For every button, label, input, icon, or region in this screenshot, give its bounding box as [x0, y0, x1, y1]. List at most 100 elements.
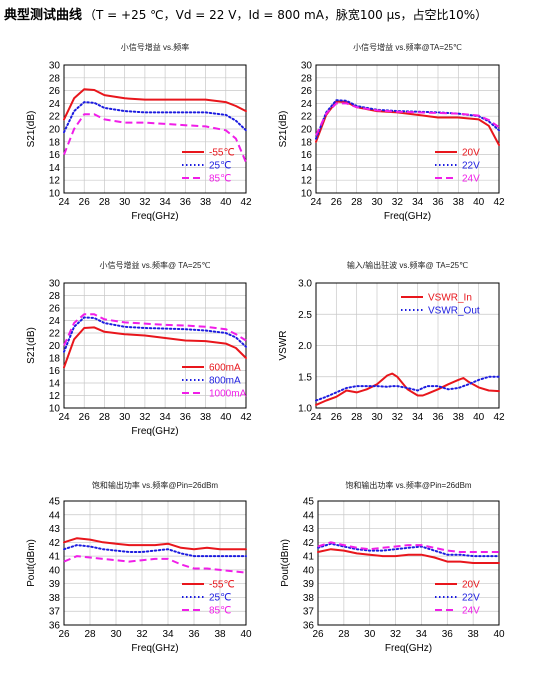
series-line: [315, 100, 500, 146]
legend-label: -55℃: [209, 580, 235, 591]
chart-small-signal-gain-vs-voltage: 小信号增益 vs.频率@TA=25℃ 24 26 28 30 32 34 36 38 40 42 10…: [267, 40, 534, 235]
y-tick-label: 16: [301, 150, 313, 161]
x-tick-label: 24: [58, 412, 70, 423]
y-tick-label: 28: [49, 291, 61, 302]
x-tick-label: 34: [412, 412, 424, 423]
y-tick-label: 3.0: [298, 279, 312, 290]
x-tick-label: 30: [371, 197, 383, 208]
y-tick-label: 12: [301, 176, 313, 187]
y-tick-label: 16: [49, 366, 61, 377]
y-axis-label: S21(dB): [26, 327, 37, 364]
x-axis-label: Freq(GHz): [384, 211, 431, 222]
chart-title: 小信号增益 vs.频率: [121, 42, 189, 52]
x-tick-label: 28: [338, 629, 350, 640]
x-tick-label: 36: [442, 629, 454, 640]
y-tick-label: 1.5: [298, 372, 312, 383]
y-tick-label: 2.0: [298, 341, 312, 352]
plot-frame: [63, 500, 247, 626]
y-axis-label: S21(dB): [26, 111, 37, 148]
x-tick-label: 40: [473, 197, 485, 208]
y-tick-label: 14: [49, 379, 61, 390]
x-axis-label: Freq(GHz): [131, 211, 178, 222]
y-tick-label: 41: [303, 552, 315, 563]
y-tick-label: 44: [303, 510, 315, 521]
chart-title: 小信号增益 vs.频率@ TA=25℃: [100, 260, 211, 270]
x-tick-label: 34: [412, 197, 424, 208]
x-tick-label: 30: [119, 197, 131, 208]
x-tick-label: 38: [468, 629, 480, 640]
x-tick-label: 32: [392, 412, 404, 423]
x-tick-label: 26: [331, 197, 343, 208]
y-tick-label: 14: [301, 163, 313, 174]
x-axis-label: Freq(GHz): [131, 643, 178, 654]
y-tick-label: 20: [301, 125, 313, 136]
x-tick-label: 40: [473, 412, 485, 423]
y-tick-label: 45: [303, 497, 315, 508]
legend-label: 24V: [462, 606, 480, 617]
series-line: [63, 326, 247, 369]
legend-label: 20V: [462, 580, 480, 591]
series-line: [63, 88, 247, 121]
x-tick-label: 30: [119, 412, 131, 423]
chart-title: 输入/输出驻波 vs.频率@ TA=25℃: [347, 260, 468, 270]
y-tick-label: 42: [49, 538, 61, 549]
y-axis-label: Pout(dBm): [26, 539, 37, 587]
series-line: [63, 544, 247, 558]
x-tick-label: 36: [432, 412, 444, 423]
x-tick-label: 42: [240, 197, 252, 208]
legend-label: 600mA: [209, 363, 241, 374]
y-tick-label: 12: [49, 176, 61, 187]
y-tick-label: 20: [49, 125, 61, 136]
y-tick-label: 36: [303, 621, 315, 632]
x-tick-label: 26: [58, 629, 70, 640]
y-axis-label: Pout(dBm): [280, 539, 291, 587]
y-tick-label: 2.5: [298, 310, 312, 321]
y-tick-label: 26: [49, 304, 61, 315]
x-tick-label: 36: [432, 197, 444, 208]
legend-label: VSWR_In: [428, 293, 472, 304]
x-tick-label: 28: [351, 197, 363, 208]
legend-label: 85℃: [209, 606, 231, 617]
chart-svg: 小信号增益 vs.频率@ TA=25℃24 26 28 30 32 34 36 38 40 421…: [26, 260, 252, 437]
page-header: 典型测试曲线 （T = +25 ℃，Vd = 22 V，Id = 800 mA，脉…: [4, 4, 487, 24]
x-tick-label: 36: [188, 629, 200, 640]
y-tick-label: 10: [49, 404, 61, 415]
x-tick-label: 38: [453, 197, 465, 208]
series-line: [315, 375, 500, 402]
legend-label: VSWR_Out: [428, 306, 480, 317]
y-tick-label: 26: [49, 86, 61, 97]
series-line: [317, 541, 499, 553]
x-tick-label: 28: [351, 412, 363, 423]
legend-label: 22V: [462, 161, 480, 172]
legend-label: 1000mA: [209, 389, 247, 400]
y-tick-label: 43: [303, 524, 315, 535]
x-tick-label: 38: [453, 412, 465, 423]
legend-label: 25℃: [209, 593, 231, 604]
x-tick-label: 38: [200, 197, 212, 208]
y-tick-label: 30: [301, 61, 313, 72]
y-tick-label: 10: [49, 189, 61, 200]
y-tick-label: 30: [49, 279, 61, 290]
x-tick-label: 38: [200, 412, 212, 423]
chart-saturated-power-vs-temp: 饱和输出功率 vs.频率@Pin=26dBm 26 28 30 32 34 36 38 40 36…: [0, 478, 267, 673]
series-line: [317, 548, 500, 564]
legend-label: -55℃: [209, 148, 235, 159]
y-tick-label: 39: [303, 579, 315, 590]
chart-title: 饱和输出功率 vs.频率@Pin=26dBm: [345, 480, 471, 490]
legend-label: 25℃: [209, 161, 231, 172]
chart-svg: 小信号增益 vs.频率@TA=25℃24 26 28 30 32 34 36 38 40 4210…: [278, 42, 505, 222]
series-line: [63, 555, 247, 574]
x-tick-label: 34: [162, 629, 174, 640]
x-tick-label: 30: [364, 629, 376, 640]
y-tick-label: 28: [49, 73, 61, 84]
x-tick-label: 38: [214, 629, 226, 640]
x-tick-label: 32: [390, 629, 402, 640]
x-tick-label: 24: [58, 197, 70, 208]
x-tick-label: 34: [160, 412, 172, 423]
x-tick-label: 32: [139, 197, 151, 208]
series-line: [63, 101, 247, 134]
x-tick-label: 36: [180, 197, 192, 208]
y-tick-label: 12: [49, 391, 61, 402]
series-line: [315, 372, 500, 406]
